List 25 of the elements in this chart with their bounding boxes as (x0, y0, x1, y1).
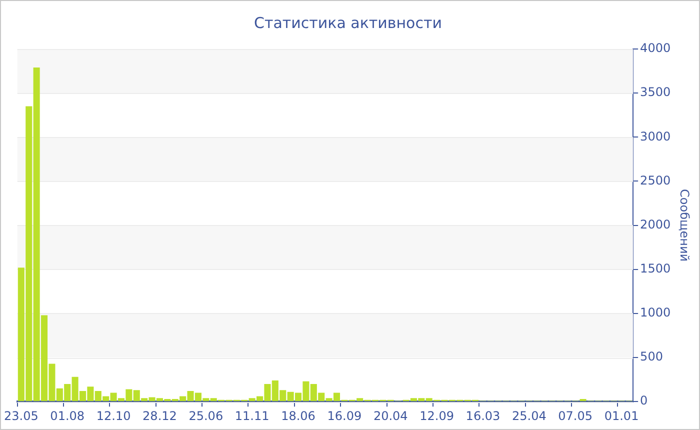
y-tick-label: 500 (640, 350, 663, 364)
y-tick-label: 2000 (640, 217, 671, 232)
x-tick-label: 23.05 (4, 408, 38, 423)
y-tick-label: 4000 (640, 41, 671, 56)
y-tick-label: 2500 (640, 173, 671, 188)
x-tick-label: 25.06 (188, 408, 224, 423)
y-axis-title: Сообщений (678, 189, 692, 262)
y-tick-label: 1500 (640, 262, 671, 276)
x-tick-label: 07.05 (558, 408, 593, 423)
x-tick-label: 28.12 (142, 408, 177, 423)
chart-title: Статистика активности (254, 14, 442, 32)
y-tick-label: 3000 (640, 129, 671, 144)
x-tick-label: 25.04 (512, 408, 546, 423)
x-tick-label: 20.04 (373, 408, 408, 423)
x-tick-label: 11.11 (234, 408, 270, 423)
x-tick-label: 12.10 (96, 408, 131, 423)
x-tick-label: 01.01 (604, 408, 639, 423)
x-tick-label: 01.08 (50, 408, 85, 423)
x-tick-label: 12.09 (420, 408, 454, 423)
x-tick-label: 18.06 (281, 408, 316, 423)
x-tick-label: 16.03 (466, 408, 500, 423)
y-tick-label: 1000 (640, 306, 671, 320)
y-tick-label: 0 (640, 394, 648, 408)
y-tick-label: 3500 (640, 85, 671, 100)
x-tick-label: 16.09 (327, 408, 362, 423)
